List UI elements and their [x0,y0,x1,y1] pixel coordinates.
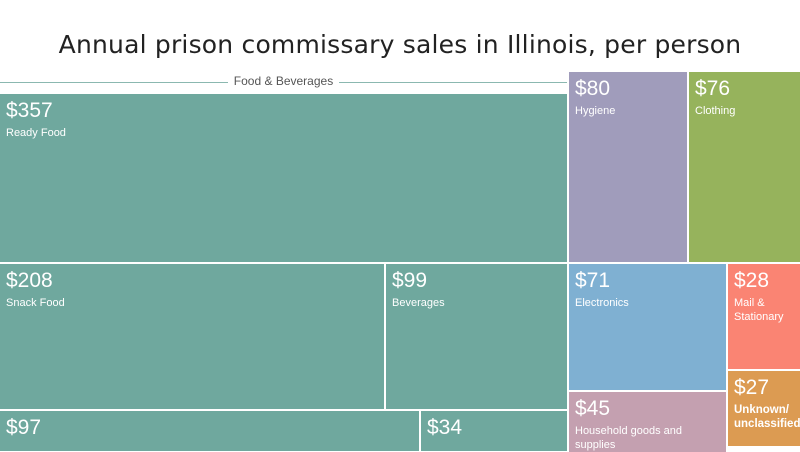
tile-label: Household goods and supplies [575,425,683,451]
treemap-tile: $80 Hygiene [569,72,687,262]
tile-value: $45 [575,397,611,420]
tile-value: $34 [427,416,463,439]
treemap-tile: $71 Electronics [569,264,726,390]
treemap-tile: $34 [421,411,567,451]
tile-label: Clothing [695,105,736,117]
treemap-tile: $27 Unknown/ unclassified [728,371,800,446]
tile-value: $208 [6,269,53,292]
tile-value: $28 [734,269,770,292]
chart-title: Annual prison commissary sales in Illino… [58,30,742,59]
tile-value: $97 [6,416,42,439]
treemap-tile: $76 Clothing [689,72,800,262]
tile-label: Hygiene [575,105,616,117]
tile-value: $80 [575,77,611,100]
tile-value: $357 [6,99,53,122]
tile-value: $99 [392,269,428,292]
treemap-tile: $357 Ready Food [0,94,567,262]
tile-value: $27 [734,376,770,399]
treemap-tile: $28 Mail & Stationary [728,264,800,369]
tile-label: Unknown/ unclassified [734,404,800,430]
tile-label: Ready Food [6,127,66,139]
tile-label: Mail & Stationary [734,297,784,323]
group-header-food-beverages: Food & Beverages [0,74,567,90]
treemap-tile: $99 Beverages [386,264,567,409]
tile-label: Snack Food [6,297,65,309]
group-label: Food & Beverages [227,74,340,88]
treemap-tile: $45 Household goods and supplies [569,392,726,452]
treemap-tile: $97 [0,411,419,451]
treemap-tile: $208 Snack Food [0,264,384,409]
tile-value: $76 [695,77,731,100]
tile-label: Electronics [575,297,629,309]
tile-label: Beverages [392,297,445,309]
tile-value: $71 [575,269,611,292]
